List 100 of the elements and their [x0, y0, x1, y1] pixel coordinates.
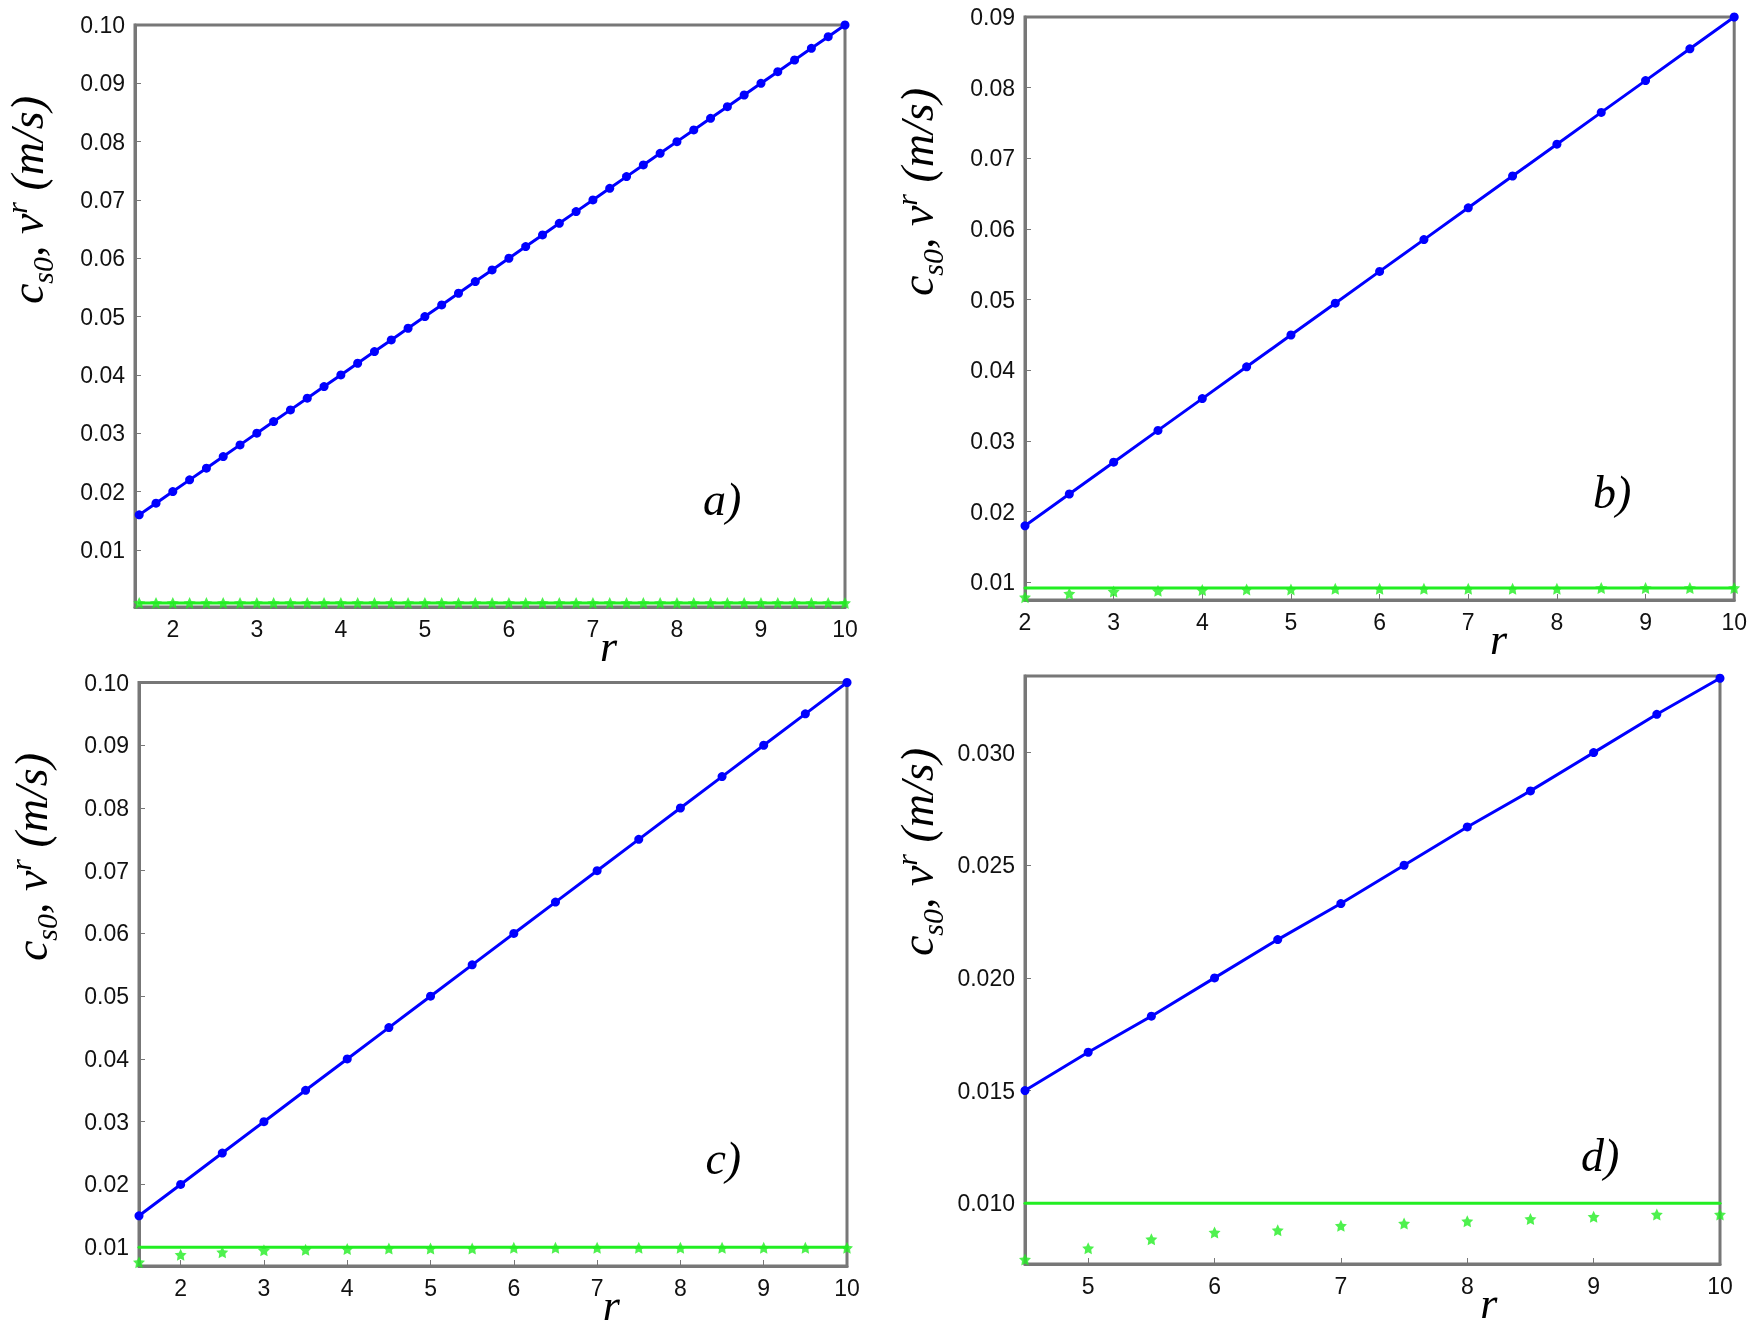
y-tick-label: 0.07 — [80, 186, 125, 213]
point — [842, 678, 852, 687]
point — [302, 393, 312, 403]
y-tick-label: 0.01 — [80, 536, 125, 563]
annotation: c) — [705, 1131, 742, 1185]
point — [840, 20, 850, 30]
y-tick-label: 0.015 — [957, 1077, 1015, 1104]
point — [1083, 1047, 1093, 1057]
point — [554, 218, 564, 228]
point — [504, 253, 514, 263]
y-tick-label: 0.10 — [84, 669, 129, 696]
point — [706, 113, 716, 123]
x-axis-title: r — [1480, 1278, 1498, 1329]
point — [722, 102, 732, 112]
x-tick-label: 6 — [507, 1274, 521, 1301]
x-tick-label: 2 — [166, 615, 180, 642]
point — [538, 230, 548, 240]
y-tick-label: 0.02 — [80, 478, 125, 505]
point — [1210, 973, 1220, 983]
y-tick-label: 0.10 — [80, 12, 125, 38]
y-tick-label: 0.05 — [84, 983, 129, 1010]
y-tick-label: 0.01 — [970, 569, 1015, 596]
annotation: b) — [1593, 465, 1632, 519]
point — [1652, 709, 1662, 719]
point — [790, 55, 800, 65]
y-tick-label: 0.01 — [84, 1234, 129, 1261]
point — [201, 463, 211, 473]
annotation: a) — [703, 473, 742, 527]
x-tick-label: 7 — [1461, 608, 1475, 635]
y-tick-label: 0.030 — [957, 739, 1015, 766]
y-tick-label: 0.02 — [84, 1171, 129, 1198]
x-tick-label: 10 — [832, 615, 858, 642]
point — [134, 1211, 144, 1221]
point — [1336, 899, 1346, 909]
y-tick-label: 0.07 — [970, 145, 1015, 172]
point — [1650, 1208, 1663, 1221]
point — [218, 452, 228, 462]
point — [353, 358, 363, 368]
point — [168, 487, 178, 497]
point — [1242, 362, 1252, 372]
point — [1685, 44, 1695, 54]
point — [521, 242, 531, 252]
point — [1715, 673, 1725, 683]
y-tick-label: 0.025 — [957, 852, 1015, 879]
point — [1019, 591, 1031, 604]
point — [739, 90, 749, 100]
x-tick-label: 5 — [418, 615, 432, 642]
y-tick-label: 0.07 — [84, 857, 129, 884]
x-tick-label: 5 — [1081, 1272, 1095, 1299]
x-tick-label: 6 — [502, 615, 516, 642]
point — [174, 1248, 187, 1261]
point — [1462, 822, 1472, 832]
point — [1714, 1208, 1726, 1221]
y-tick-label: 0.08 — [84, 794, 129, 821]
point — [1461, 1215, 1474, 1228]
x-tick-label: 5 — [1284, 608, 1298, 635]
point — [1398, 1217, 1411, 1230]
x-tick-label: 3 — [257, 1274, 271, 1301]
point — [675, 803, 685, 813]
point — [133, 1256, 145, 1269]
y-tick-label: 0.09 — [970, 4, 1015, 30]
point — [342, 1054, 352, 1064]
x-axis-title: r — [600, 621, 618, 672]
point — [605, 183, 615, 193]
point — [756, 78, 766, 88]
point — [185, 475, 195, 485]
point — [1145, 1233, 1158, 1246]
x-tick-label: 7 — [590, 1274, 604, 1301]
point — [437, 300, 447, 310]
point — [151, 498, 161, 508]
x-tick-label: 9 — [757, 1274, 771, 1301]
point — [470, 277, 480, 287]
point — [1589, 748, 1599, 758]
point — [1019, 1253, 1031, 1266]
x-tick-label: 3 — [250, 615, 264, 642]
y-tick-label: 0.06 — [84, 920, 129, 947]
point — [384, 1023, 394, 1033]
point — [622, 172, 632, 182]
y-tick-label: 0.08 — [970, 74, 1015, 101]
y-tick-label: 0.08 — [80, 128, 125, 155]
point — [301, 1085, 311, 1095]
x-tick-label: 9 — [1639, 608, 1652, 635]
point — [806, 43, 816, 53]
point — [369, 347, 379, 357]
x-tick-label: 10 — [1707, 1272, 1733, 1299]
point — [689, 125, 699, 135]
point — [588, 195, 598, 205]
y-tick-label: 0.03 — [970, 428, 1015, 454]
y-tick-label: 0.03 — [80, 420, 125, 447]
point — [1525, 786, 1535, 796]
point — [1208, 1226, 1221, 1239]
y-tick-label: 0.03 — [84, 1108, 129, 1135]
point — [386, 335, 396, 345]
y-tick-label: 0.05 — [970, 286, 1015, 313]
point — [1271, 1224, 1284, 1237]
x-tick-label: 5 — [424, 1274, 437, 1301]
point — [1552, 139, 1562, 149]
point — [717, 772, 727, 782]
y-tick-label: 0.05 — [80, 303, 125, 330]
point — [1524, 1212, 1537, 1225]
